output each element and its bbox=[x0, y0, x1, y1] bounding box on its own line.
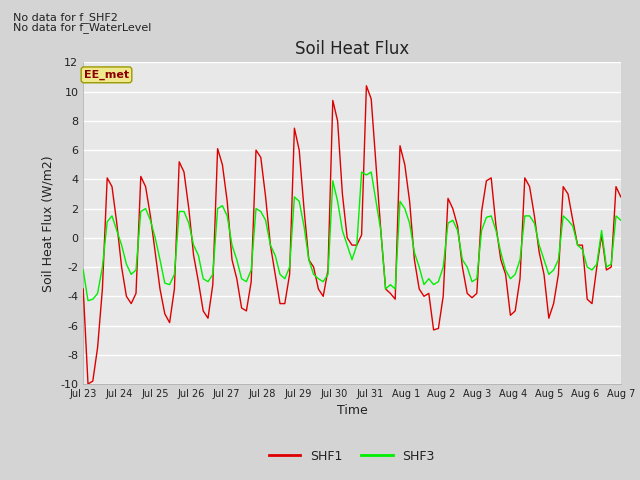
Text: No data for f_SHF2: No data for f_SHF2 bbox=[13, 12, 118, 23]
X-axis label: Time: Time bbox=[337, 405, 367, 418]
Y-axis label: Soil Heat Flux (W/m2): Soil Heat Flux (W/m2) bbox=[42, 155, 55, 291]
Legend: SHF1, SHF3: SHF1, SHF3 bbox=[264, 445, 440, 468]
Text: No data for f_WaterLevel: No data for f_WaterLevel bbox=[13, 22, 151, 33]
Text: EE_met: EE_met bbox=[84, 70, 129, 80]
Title: Soil Heat Flux: Soil Heat Flux bbox=[295, 40, 409, 58]
